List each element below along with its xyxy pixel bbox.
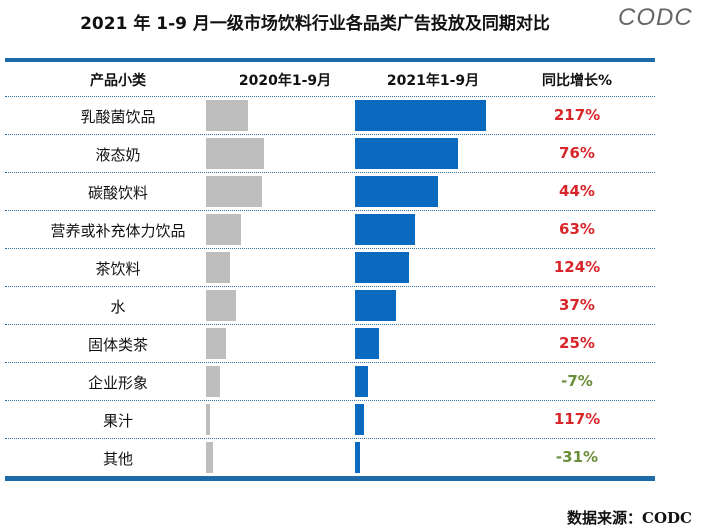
header-growth: 同比增长% [541,73,613,89]
data-table: 产品小类 2020年1-9月 2021年1-9月 同比增长% 乳酸菌饮品 217… [5,58,655,481]
bar-2021 [355,176,438,207]
bar-2020 [206,442,213,473]
header-2020: 2020年1-9月 [238,73,332,89]
table-row: 企业形象 -7% [5,362,655,400]
bar-2021 [355,214,416,245]
table-row: 营养或补充体力饮品 63% [5,210,655,248]
bar-2021 [355,290,396,321]
table-row: 碳酸饮料 44% [5,172,655,210]
category-label: 水 [110,298,126,316]
category-label: 其他 [102,450,134,468]
category-label: 果汁 [102,412,134,430]
codc-logo: CODC [618,4,693,31]
bar-2021 [355,100,486,131]
growth-value: -31% [555,448,599,466]
table-row: 固体类茶 25% [5,324,655,362]
bar-2021 [355,404,365,435]
growth-value: 117% [553,410,601,428]
top-rule [5,58,655,62]
bar-2020 [206,176,263,207]
growth-value: 217% [553,106,601,124]
growth-value: 44% [559,182,595,200]
bar-2021 [355,252,409,283]
growth-value: 25% [559,334,595,352]
category-label: 固体类茶 [87,336,149,354]
table-row: 液态奶 76% [5,134,655,172]
category-label: 液态奶 [95,146,141,164]
bar-2020 [206,252,230,283]
table-row: 水 37% [5,286,655,324]
chart-title: 2021 年 1-9 月一级市场饮料行业各品类广告投放及同期对比 [80,14,550,34]
table-row: 其他 -31% [5,438,655,476]
category-label: 茶饮料 [95,260,141,278]
bar-2020 [206,290,237,321]
data-source: 数据来源：CODC [567,509,692,527]
bar-2021 [355,328,379,359]
category-label: 企业形象 [87,374,149,392]
growth-value: -7% [561,372,593,390]
category-label: 营养或补充体力饮品 [50,222,186,240]
growth-value: 124% [553,258,601,276]
growth-value: 76% [559,144,595,162]
bar-2020 [206,138,264,169]
bar-2021 [355,138,459,169]
bar-2020 [206,100,248,131]
header-category: 产品小类 [90,73,146,89]
table-row: 茶饮料 124% [5,248,655,286]
bar-2020 [206,214,242,245]
category-label: 碳酸饮料 [87,184,149,202]
growth-value: 37% [559,296,595,314]
header-2021: 2021年1-9月 [386,73,480,89]
growth-value: 63% [559,220,595,238]
bar-2021 [355,442,361,473]
bar-2020 [206,328,226,359]
bar-2021 [355,366,369,397]
bar-2020 [206,404,210,435]
bottom-rule [5,476,655,481]
table-row: 乳酸菌饮品 217% [5,96,655,134]
category-label: 乳酸菌饮品 [80,108,156,126]
header-row: 产品小类 2020年1-9月 2021年1-9月 同比增长% [5,62,655,96]
bar-2020 [206,366,221,397]
table-row: 果汁 117% [5,400,655,438]
